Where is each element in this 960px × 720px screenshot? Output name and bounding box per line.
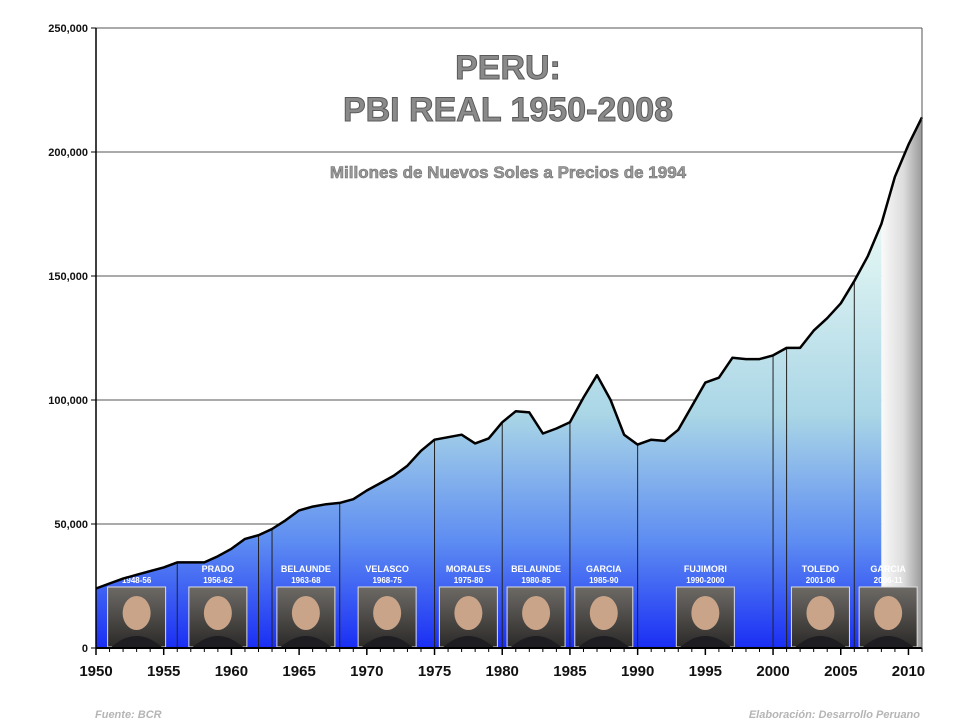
x-tick-label-4: 1970 — [350, 663, 383, 680]
president-4: MORALES 1975-80 — [438, 564, 498, 648]
chart-title-line1: PERU: — [455, 49, 561, 87]
x-tick-label-3: 1965 — [282, 663, 315, 680]
president-face-0 — [122, 596, 151, 630]
president-face-2 — [291, 596, 320, 630]
president-face-9 — [874, 596, 903, 630]
president-suit-6 — [578, 636, 629, 647]
president-suit-3 — [362, 636, 413, 647]
president-term-8: 2001-06 — [806, 576, 836, 585]
gdp-series-line — [95, 116, 924, 590]
y-tick-label-5: 250,000 — [48, 23, 88, 35]
president-term-0: 1948-56 — [122, 576, 152, 585]
y-axis-ticks: 0 50,000 100,000 150,000 200,000 250,000 — [48, 23, 96, 655]
president-1: PRADO 1956-62 — [188, 564, 248, 648]
president-term-dividers — [176, 280, 855, 648]
y-tick-label-4: 200,000 — [48, 147, 88, 159]
source-note: Fuente: BCR — [95, 709, 162, 720]
president-face-5 — [522, 596, 551, 630]
president-suit-4 — [443, 636, 494, 647]
president-name-5: BELAUNDE — [511, 564, 561, 574]
president-term-9: 2006-11 — [874, 576, 903, 585]
president-portraits: ODRIA 1948-56 PRADO 1956-62 BELAUNDE 1963-68 V… — [107, 564, 918, 648]
president-name-3: VELASCO — [365, 564, 409, 574]
x-tick-label-9: 1995 — [689, 663, 722, 680]
president-face-8 — [806, 596, 835, 630]
president-7: FUJIMORI 1990-2000 — [675, 564, 735, 648]
president-suit-8 — [795, 636, 846, 647]
gdp-area-series — [96, 117, 922, 649]
x-tick-label-7: 1985 — [553, 663, 586, 680]
x-axis-ticks: 1950 1955 1960 1965 1970 1975 1980 1985 1990 1995… — [79, 648, 925, 680]
y-tick-label-1: 50,000 — [54, 519, 88, 531]
president-face-3 — [373, 596, 402, 630]
president-name-1: PRADO — [202, 564, 235, 574]
gdp-area-fill — [96, 223, 882, 648]
x-tick-label-2: 1960 — [215, 663, 248, 680]
president-3: VELASCO 1968-75 — [357, 564, 417, 648]
president-name-4: MORALES — [446, 564, 491, 574]
x-tick-label-11: 2005 — [824, 663, 857, 680]
y-tick-label-3: 150,000 — [48, 271, 88, 283]
x-tick-label-0: 1950 — [79, 663, 112, 680]
y-tick-label-0: 0 — [82, 643, 88, 655]
president-name-6: GARCIA — [586, 564, 622, 574]
president-term-3: 1968-75 — [372, 576, 402, 585]
president-term-5: 1980-85 — [521, 576, 551, 585]
president-suit-7 — [680, 636, 731, 647]
president-suit-9 — [863, 636, 914, 647]
president-suit-1 — [192, 636, 243, 647]
chart-subtitle: Millones de Nuevos Soles a Precios de 19… — [330, 163, 687, 182]
chart-title-line2: PBI REAL 1950-2008 — [343, 91, 673, 129]
president-name-0: ODRIA — [122, 564, 152, 574]
president-term-2: 1963-68 — [291, 576, 321, 585]
president-0: ODRIA 1948-56 — [107, 564, 167, 648]
president-term-6: 1985-90 — [589, 576, 619, 585]
president-suit-2 — [280, 636, 331, 647]
president-5: BELAUNDE 1980-85 — [506, 564, 566, 648]
president-suit-0 — [111, 636, 162, 647]
x-tick-label-12: 2010 — [892, 663, 925, 680]
x-tick-label-1: 1955 — [147, 663, 180, 680]
president-9: GARCIA 2006-11 — [858, 564, 918, 648]
president-face-6 — [589, 596, 618, 630]
president-2: BELAUNDE 1963-68 — [276, 564, 336, 648]
president-term-4: 1975-80 — [454, 576, 484, 585]
president-name-2: BELAUNDE — [281, 564, 331, 574]
x-tick-label-10: 2000 — [756, 663, 789, 680]
president-6: GARCIA 1985-90 — [574, 564, 634, 648]
president-name-9: GARCIA — [870, 564, 906, 574]
president-term-1: 1956-62 — [203, 576, 233, 585]
president-name-7: FUJIMORI — [684, 564, 727, 574]
president-face-4 — [454, 596, 483, 630]
president-face-7 — [691, 596, 720, 630]
x-tick-label-5: 1975 — [418, 663, 451, 680]
credit-note: Elaboración: Desarrollo Peruano — [749, 709, 920, 720]
gdp-area-projection-fill — [881, 117, 922, 649]
chart-axes — [95, 28, 923, 649]
x-tick-label-8: 1990 — [621, 663, 654, 680]
y-tick-label-2: 100,000 — [48, 395, 88, 407]
president-face-1 — [203, 596, 232, 630]
president-suit-5 — [511, 636, 562, 647]
president-term-7: 1990-2000 — [686, 576, 725, 585]
president-8: TOLEDO 2001-06 — [790, 564, 850, 648]
x-tick-label-6: 1980 — [486, 663, 519, 680]
president-name-8: TOLEDO — [802, 564, 839, 574]
